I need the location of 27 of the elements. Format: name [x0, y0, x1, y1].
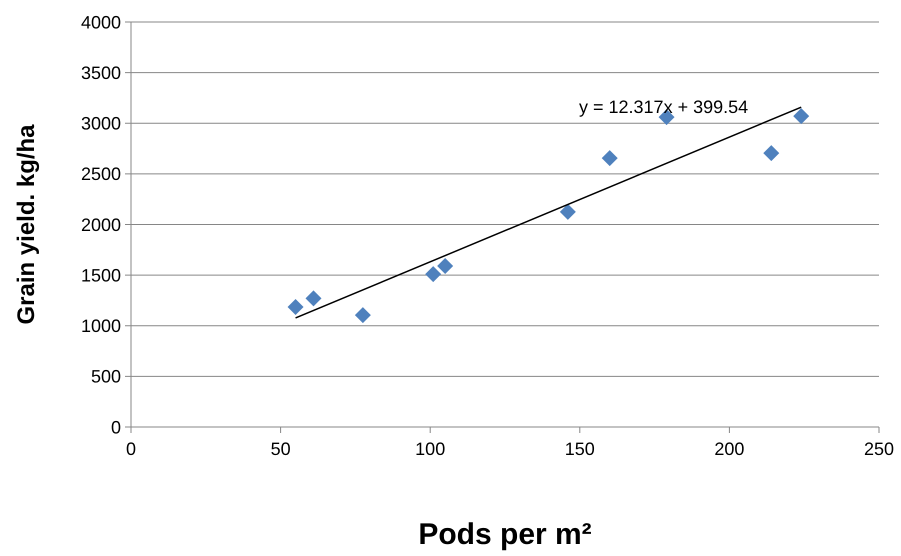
y-tick-label: 3500: [80, 62, 121, 83]
point: [437, 258, 454, 274]
x-tick-label: 150: [564, 439, 595, 459]
x-axis-title: Pods per m²: [418, 518, 592, 551]
point: [793, 108, 810, 124]
y-tick-label: 1500: [80, 265, 121, 286]
y-tick-label: 1000: [80, 316, 121, 336]
x-tick-label: 100: [415, 439, 446, 459]
y-tick-label: 0: [110, 417, 121, 438]
point: [354, 307, 371, 324]
point: [763, 145, 780, 162]
point: [288, 299, 304, 316]
y-tick-label: 4000: [80, 12, 121, 32]
y-tick-label: 2500: [80, 164, 121, 184]
y-axis-title: Grain yield. kg/ha: [13, 124, 40, 325]
x-tick-label: 200: [714, 439, 744, 459]
x-tick-label: 250: [864, 439, 894, 459]
y-tick-label: 3000: [80, 114, 121, 134]
annotation: y = 12.317x + 399.54: [579, 97, 748, 118]
x-tick-label: 0: [126, 439, 136, 459]
y-tick-label: 2000: [80, 214, 121, 235]
point: [560, 204, 576, 220]
point: [306, 290, 322, 306]
point: [425, 266, 442, 282]
y-tick-label: 500: [90, 366, 121, 387]
x-tick-label: 50: [270, 439, 291, 459]
point: [602, 150, 618, 166]
